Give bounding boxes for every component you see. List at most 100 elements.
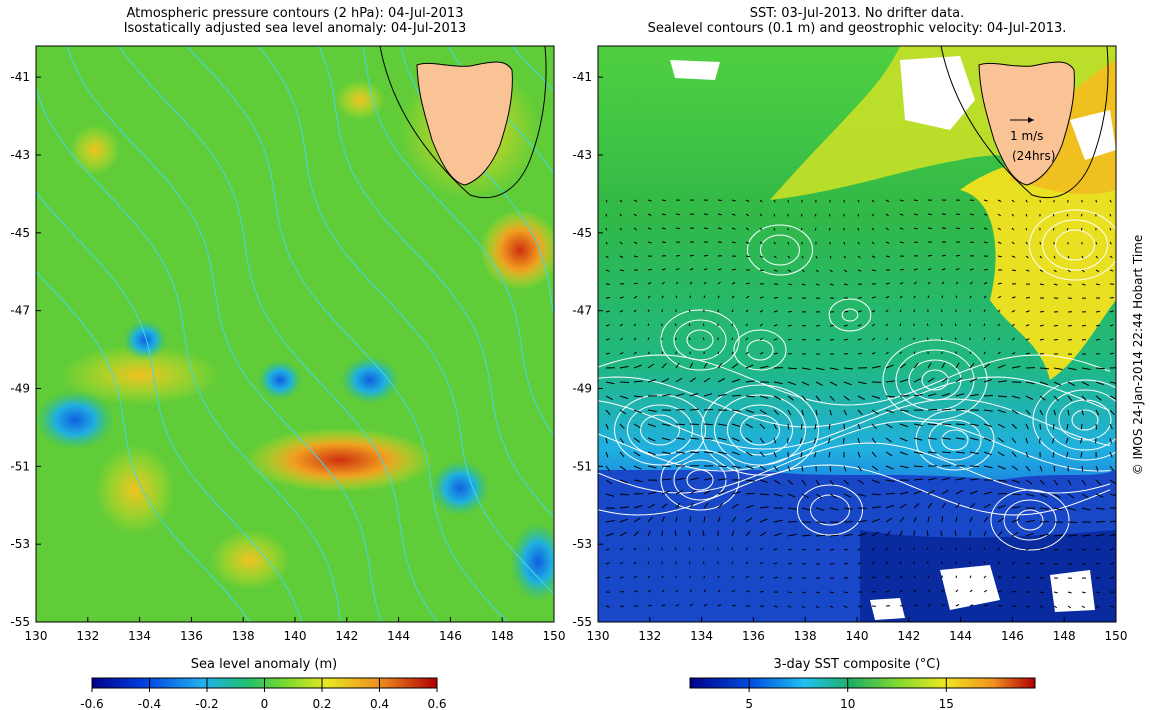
tasmania-coast-right <box>940 46 1109 199</box>
velocity-arrow <box>885 282 890 285</box>
velocity-arrow <box>689 603 694 607</box>
velocity-arrow <box>787 395 794 401</box>
velocity-arrow <box>1109 352 1114 355</box>
ssh-contour <box>882 339 988 421</box>
velocity-arrow <box>801 409 804 416</box>
velocity-arrow <box>633 423 641 429</box>
velocity-arrow <box>829 395 835 402</box>
velocity-arrow <box>955 437 965 440</box>
velocity-arrow <box>941 451 951 454</box>
velocity-arrow <box>633 213 637 217</box>
velocity-arrow <box>1109 437 1112 444</box>
velocity-arrow <box>800 423 803 430</box>
velocity-arrow <box>689 295 692 299</box>
velocity-arrow <box>857 520 867 523</box>
velocity-arrow <box>815 381 824 387</box>
velocity-arrow <box>647 451 656 456</box>
velocity-arrow <box>1011 547 1015 551</box>
velocity-arrow <box>1025 381 1035 385</box>
velocity-arrow <box>913 437 923 441</box>
velocity-arrow <box>1067 255 1070 259</box>
velocity-arrow <box>983 379 993 383</box>
velocity-arrow <box>983 503 991 509</box>
velocity-arrow <box>731 337 734 341</box>
velocity-arrow <box>619 591 624 593</box>
velocity-arrow <box>605 213 608 217</box>
velocity-arrow <box>885 295 890 299</box>
velocity-arrow <box>885 479 895 482</box>
velocity-arrow <box>787 367 797 370</box>
velocity-arrow <box>940 337 943 341</box>
velocity-arrow <box>927 423 937 426</box>
velocity-arrow <box>913 478 923 481</box>
velocity-arrow <box>954 337 957 341</box>
velocity-arrow <box>661 490 670 495</box>
velocity-arrow <box>927 377 935 383</box>
velocity-arrow <box>661 362 667 369</box>
velocity-arrow <box>773 381 783 385</box>
x-tick-label: 150 <box>1105 629 1128 643</box>
isobar-line <box>257 46 554 596</box>
velocity-arrow <box>1067 493 1075 499</box>
velocity-arrow <box>857 562 862 565</box>
velocity-arrow <box>857 324 862 327</box>
velocity-arrow <box>1067 591 1072 594</box>
velocity-arrow <box>1109 241 1112 245</box>
y-tick-label: -45 <box>572 226 592 240</box>
velocity-arrow <box>633 590 638 593</box>
velocity-arrow <box>1011 561 1016 565</box>
velocity-arrow <box>815 269 819 273</box>
y-tick-label: -43 <box>572 148 592 162</box>
velocity-arrow <box>1109 562 1114 565</box>
velocity-arrow <box>1053 324 1058 327</box>
velocity-arrow <box>799 437 803 444</box>
velocity-arrow <box>885 380 895 383</box>
velocity-arrow <box>871 518 880 523</box>
velocity-arrow <box>1067 605 1071 609</box>
velocity-arrow <box>717 351 720 355</box>
velocity-arrow <box>955 589 959 593</box>
velocity-arrow <box>815 255 818 259</box>
velocity-arrow <box>675 451 685 454</box>
ssh-contour <box>598 398 1111 450</box>
velocity-arrow <box>1025 213 1028 217</box>
velocity-arrow <box>1067 507 1077 511</box>
y-tick-label: -47 <box>572 304 592 318</box>
velocity-arrow <box>885 213 889 217</box>
velocity-arrow <box>745 282 750 285</box>
velocity-arrow <box>1095 338 1100 341</box>
velocity-arrow <box>1011 323 1015 327</box>
velocity-arrow <box>899 379 909 383</box>
velocity-arrow <box>871 309 876 313</box>
velocity-arrow <box>885 364 894 369</box>
velocity-arrow <box>1095 395 1102 401</box>
velocity-arrow <box>955 423 965 426</box>
velocity-arrow <box>702 323 705 327</box>
velocity-arrow <box>843 324 848 327</box>
velocity-arrow <box>689 502 694 509</box>
velocity-arrow <box>913 241 918 243</box>
velocity-arrow <box>1109 479 1116 485</box>
velocity-arrow <box>1025 532 1034 537</box>
velocity-arrow <box>871 547 875 551</box>
velocity-arrow <box>1095 591 1100 594</box>
velocity-arrow <box>871 423 877 430</box>
velocity-arrow <box>885 547 889 551</box>
velocity-arrow <box>647 423 656 428</box>
velocity-arrow <box>814 213 817 217</box>
velocity-arrow <box>703 477 713 481</box>
velocity-arrow <box>997 337 1001 341</box>
velocity-arrow <box>1095 493 1104 498</box>
y-tick-label: -43 <box>10 148 30 162</box>
velocity-arrow <box>605 227 608 231</box>
velocity-arrow <box>605 548 610 551</box>
velocity-arrow <box>857 465 863 472</box>
ssh-contour <box>1055 229 1095 261</box>
velocity-arrow <box>871 395 881 399</box>
velocity-arrow <box>689 489 697 495</box>
velocity-arrow <box>871 506 881 509</box>
velocity-arrow <box>675 213 680 216</box>
velocity-arrow <box>843 381 852 386</box>
velocity-arrow <box>689 477 699 481</box>
